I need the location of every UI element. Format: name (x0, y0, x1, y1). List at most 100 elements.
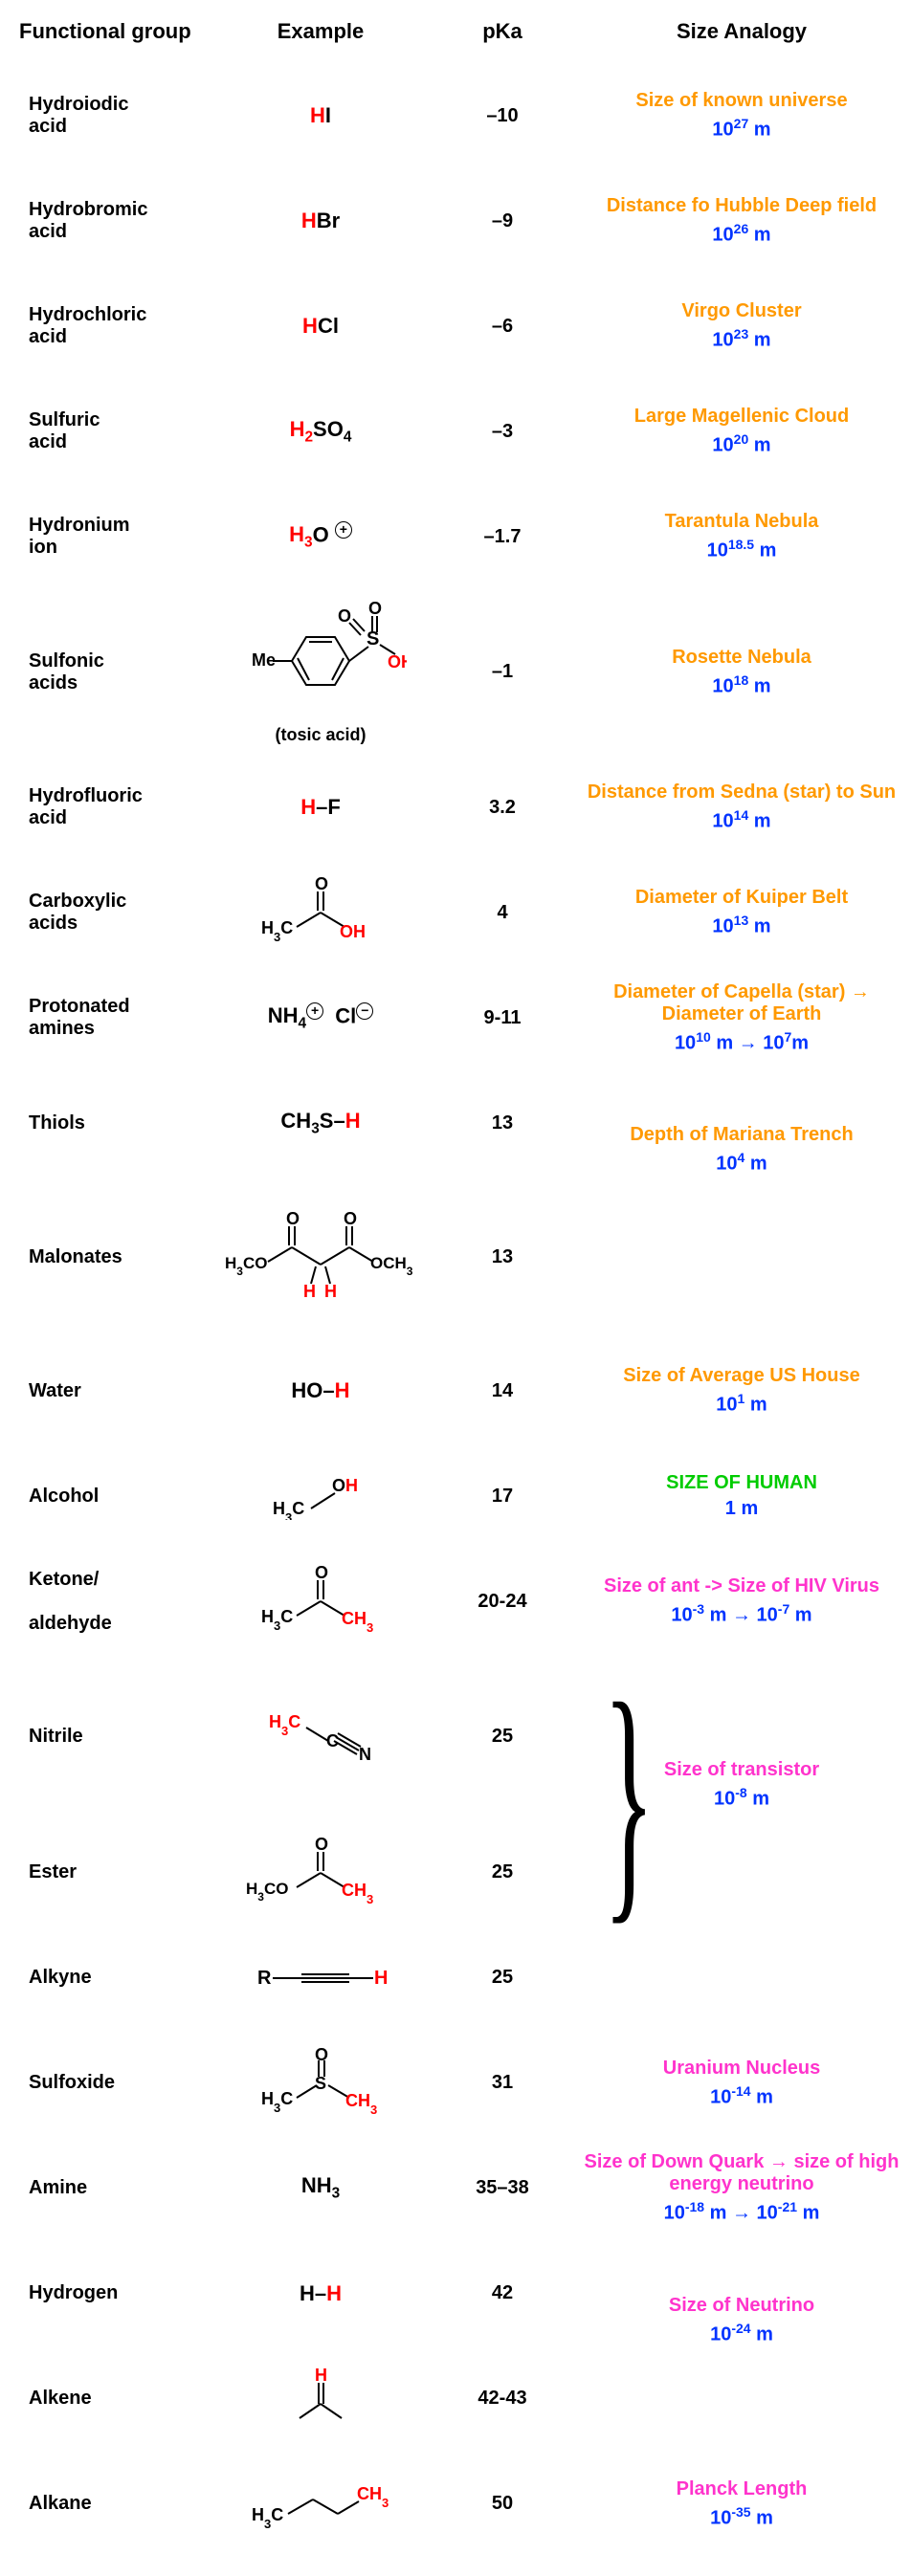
analogy-name: Size of transistor (664, 1759, 819, 1781)
size-analogy: Size of transistor10-8 m} (574, 1654, 909, 1820)
analogy-name: Diameter of Capella (star) → Diameter of… (574, 981, 909, 1025)
svg-text:O: O (368, 599, 382, 618)
svg-text:H3C: H3C (269, 1712, 300, 1738)
svg-text:R: R (257, 1968, 272, 1989)
svg-text:H3C: H3C (273, 1499, 304, 1520)
svg-text:O: O (315, 2045, 328, 2064)
example-structure: H3C C N (211, 1654, 431, 1820)
functional-group-name: Ketone/aldehyde (19, 1549, 211, 1654)
svg-text:O: O (344, 1209, 357, 1228)
functional-group-name: Sulfoxide (19, 2031, 211, 2136)
analogy-size: 10-35 m (710, 2504, 773, 2530)
size-analogy: Diameter of Capella (star) → Diameter of… (574, 965, 909, 1070)
pka-value: 25 (431, 1820, 574, 1926)
size-analogy: Large Magellenic Cloud1020 m (574, 379, 909, 484)
functional-group-name: Alkene (19, 2346, 211, 2452)
svg-text:O: O (315, 1835, 328, 1854)
size-analogy: Planck Length 10-35 m (574, 2452, 909, 2557)
analogy-name: Large Magellenic Cloud (634, 406, 849, 428)
pka-value: 42-43 (431, 2346, 574, 2452)
header-pka: pKa (431, 19, 574, 63)
functional-group-name: Alkane (19, 2452, 211, 2557)
svg-text:CH3: CH3 (342, 1881, 373, 1906)
example-structure: O H3C OH (211, 860, 431, 965)
pka-value: 3.2 (431, 755, 574, 860)
functional-group-name: Water (19, 1338, 211, 1443)
example-structure: H3C OH (211, 1443, 431, 1549)
functional-group-name: Hydrofluoricacid (19, 755, 211, 860)
analogy-size: 1013 m (712, 913, 770, 938)
svg-text:C: C (326, 1731, 339, 1750)
pka-value: –10 (431, 63, 574, 168)
functional-group-name: Hydrobromicacid (19, 168, 211, 274)
svg-text:OH: OH (332, 1476, 358, 1495)
functional-group-name: Thiols (19, 1070, 211, 1176)
svg-text:H3C: H3C (252, 2505, 283, 2528)
analogy-name: Tarantula Nebula (665, 511, 819, 533)
functional-group-name: Alkyne (19, 1926, 211, 2031)
pka-value: 50 (431, 2452, 574, 2557)
svg-text:Me: Me (252, 650, 276, 670)
example-structure: O H3C CH3 (211, 1549, 431, 1654)
pka-value: 4 (431, 860, 574, 965)
analogy-size: 1023 m (712, 326, 770, 352)
pka-value: 14 (431, 1338, 574, 1443)
size-analogy: Distance fo Hubble Deep field 1026 m (574, 168, 909, 274)
example-structure: O S H3C CH3 (211, 2031, 431, 2136)
pka-value: 13 (431, 1176, 574, 1338)
analogy-name: Depth of Mariana Trench (630, 1124, 853, 1146)
analogy-name: Diameter of Kuiper Belt (635, 887, 848, 909)
analogy-name: Size of Neutrino (669, 2295, 814, 2317)
size-analogy: Rosette Nebula 1018 m (574, 589, 909, 755)
analogy-size: 10-3 m → 10-7 m (671, 1601, 811, 1627)
size-analogy: Depth of Mariana Trench 104 m (574, 1070, 909, 1176)
svg-text:H3C: H3C (261, 1607, 293, 1633)
size-analogy: Diameter of Kuiper Belt 1013 m (574, 860, 909, 965)
svg-text:H: H (374, 1968, 388, 1989)
pka-value: 13 (431, 1070, 574, 1176)
size-analogy: SIZE OF HUMAN1 m (574, 1443, 909, 1549)
example-structure: H–F (211, 755, 431, 860)
size-analogy (574, 1176, 909, 1338)
example-structure: CH3S–H (211, 1070, 431, 1176)
example-structure: H3C CH3 (211, 2452, 431, 2557)
analogy-size: 101 m (716, 1391, 767, 1417)
analogy-name: Rosette Nebula (672, 647, 811, 669)
svg-text:CH3: CH3 (345, 2091, 377, 2117)
analogy-size: 10-8 m (714, 1785, 769, 1811)
example-structure: HCl (211, 274, 431, 379)
functional-group-name: Hydrochloricacid (19, 274, 211, 379)
example-structure: H (211, 2346, 431, 2452)
analogy-size: 1026 m (712, 221, 770, 247)
example-structure: HI (211, 63, 431, 168)
analogy-size: 104 m (716, 1150, 767, 1176)
svg-text:H3CO: H3CO (225, 1254, 267, 1278)
analogy-name: Uranium Nucleus (663, 2058, 820, 2080)
analogy-name: Planck Length (677, 2478, 808, 2500)
svg-text:CH3: CH3 (357, 2484, 389, 2510)
analogy-name: Virgo Cluster (681, 300, 801, 322)
size-analogy (574, 2346, 909, 2452)
functional-group-name: Amine (19, 2136, 211, 2241)
size-analogy (574, 1926, 909, 2031)
size-analogy (574, 1820, 909, 1926)
functional-group-name: Nitrile (19, 1654, 211, 1820)
svg-text:S: S (315, 2074, 326, 2093)
example-structure: NH3 (211, 2136, 431, 2241)
analogy-size: 1 m (725, 1498, 758, 1520)
analogy-name: Distance fo Hubble Deep field (607, 195, 877, 217)
pka-value: 9-11 (431, 965, 574, 1070)
svg-text:OH: OH (340, 922, 366, 941)
analogy-size: 1010 m → 107m (675, 1029, 809, 1055)
size-analogy: Size of Average US House101 m (574, 1338, 909, 1443)
analogy-name: Size of known universe (635, 90, 847, 112)
example-structure: HBr (211, 168, 431, 274)
example-structure: R H (211, 1926, 431, 2031)
svg-text:N: N (359, 1745, 371, 1764)
analogy-size: 10-14 m (710, 2083, 773, 2109)
functional-group-name: Carboxylicacids (19, 860, 211, 965)
functional-group-name: Malonates (19, 1176, 211, 1338)
example-structure: O O H3CO OCH3 H H (211, 1176, 431, 1338)
analogy-size: 1018 m (712, 672, 770, 698)
example-structure: O H3CO CH3 (211, 1820, 431, 1926)
